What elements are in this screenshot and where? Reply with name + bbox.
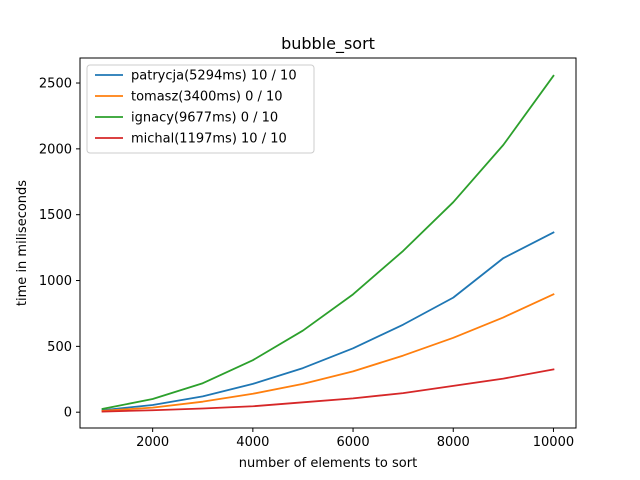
legend-label-3: michal(1197ms) 10 / 10 <box>131 132 287 147</box>
x-axis-label: number of elements to sort <box>239 456 417 471</box>
series-group <box>101 74 555 413</box>
y-tick-label: 2000 <box>39 142 72 157</box>
legend-box <box>86 64 315 154</box>
legend-label-1: tomasz(3400ms) 0 / 10 <box>131 90 283 105</box>
series-line-2 <box>101 74 555 410</box>
y-tick-label: 1000 <box>39 274 72 289</box>
y-tick-label: 1500 <box>39 208 72 223</box>
y-axis: 0 500 1000 1500 2000 2500 <box>39 77 80 421</box>
chart-title: bubble_sort <box>281 34 375 54</box>
x-tick-label: 10000 <box>533 435 574 450</box>
y-tick-label: 500 <box>47 340 72 355</box>
series-line-3 <box>101 368 555 413</box>
legend-label-2: ignacy(9677ms) 0 / 10 <box>131 111 278 126</box>
y-tick-label: 0 <box>64 406 72 421</box>
legend-label-0: patrycja(5294ms) 10 / 10 <box>131 69 297 84</box>
y-tick-label: 2500 <box>39 77 72 92</box>
x-tick-label: 6000 <box>337 435 370 450</box>
x-tick-label: 8000 <box>437 435 470 450</box>
plot-frame <box>79 57 577 429</box>
y-axis-label: time in miliseconds <box>15 180 30 306</box>
legend: patrycja(5294ms) 10 / 10 tomasz(3400ms) 0… <box>86 64 315 154</box>
x-tick-label: 4000 <box>236 435 269 450</box>
x-tick-label: 2000 <box>136 435 169 450</box>
x-axis: 2000 4000 6000 8000 10000 <box>136 428 574 450</box>
series-line-0 <box>101 231 555 412</box>
series-line-1 <box>101 293 555 412</box>
